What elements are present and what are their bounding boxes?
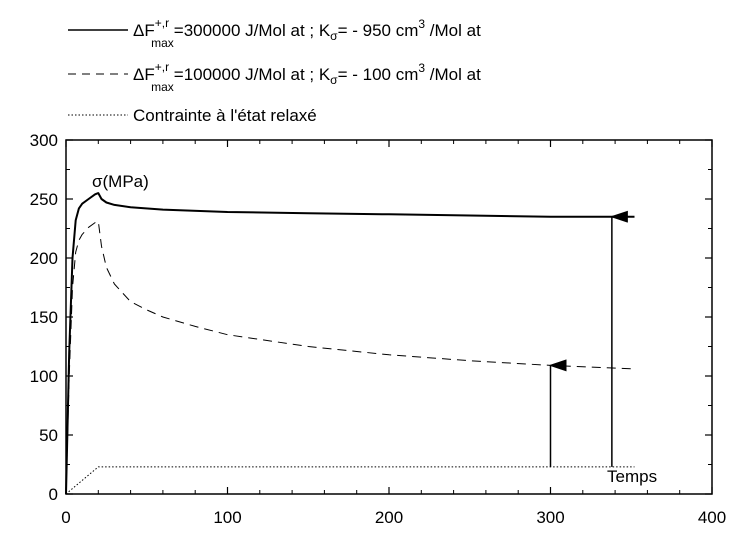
x-tick-label: 0 bbox=[61, 508, 70, 527]
x-tick-label: 400 bbox=[698, 508, 726, 527]
legend-label-1: ΔF+,r max=300000 J/Mol at ; Kσ= - 950 cm3… bbox=[133, 16, 481, 50]
y-tick-label: 200 bbox=[30, 249, 58, 268]
y-tick-label: 0 bbox=[49, 485, 58, 504]
x-tick-label: 100 bbox=[213, 508, 241, 527]
legend-entry-1: ΔF+,r max=300000 J/Mol at ; Kσ= - 950 cm3… bbox=[68, 16, 481, 50]
y-axis-annotation: σ(MPa) bbox=[92, 172, 149, 191]
y-tick-label: 50 bbox=[39, 426, 58, 445]
plot-area: 0 50 100 150 200 250 300 0 100 200 300 400 σ(MPa) T… bbox=[30, 131, 727, 527]
series-layer bbox=[65, 192, 635, 495]
y-tick-label: 100 bbox=[30, 367, 58, 386]
arrow-layer bbox=[548, 210, 628, 467]
y-tick-label: 300 bbox=[30, 131, 58, 150]
x-axis-annotation: Temps bbox=[607, 467, 657, 486]
y-tick-label: 250 bbox=[30, 190, 58, 209]
axis-tick-labels: 0 50 100 150 200 250 300 0 100 200 300 400 bbox=[30, 131, 727, 527]
legend-label-3: Contrainte à l'état relaxé bbox=[133, 106, 317, 125]
legend-label-2: ΔF+,r max=100000 J/Mol at ; Kσ= - 100 cm3… bbox=[133, 60, 481, 94]
y-tick-label: 150 bbox=[30, 308, 58, 327]
legend: ΔF+,r max=300000 J/Mol at ; Kσ= - 950 cm3… bbox=[68, 16, 481, 125]
series-line-solid bbox=[65, 192, 635, 495]
legend-entry-2: ΔF+,r max=100000 J/Mol at ; Kσ= - 100 cm3… bbox=[68, 60, 481, 94]
legend-entry-3: Contrainte à l'état relaxé bbox=[68, 106, 317, 125]
axis-ticks bbox=[65, 139, 713, 495]
x-tick-label: 300 bbox=[536, 508, 564, 527]
x-tick-label: 200 bbox=[375, 508, 403, 527]
series-line-dotted bbox=[65, 466, 635, 495]
series-line-dashed bbox=[65, 220, 635, 495]
